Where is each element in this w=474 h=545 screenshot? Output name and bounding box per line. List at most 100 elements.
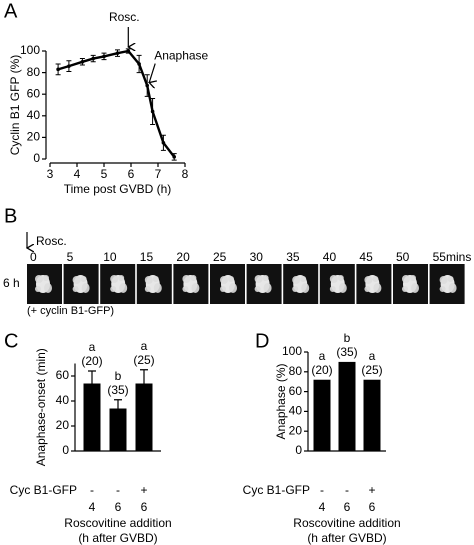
point	[161, 141, 166, 145]
chromosome	[80, 276, 87, 282]
bar	[109, 408, 127, 451]
point	[67, 64, 71, 68]
chromosome	[144, 286, 151, 292]
n-label: (25)	[361, 363, 382, 377]
time-label: 50	[396, 250, 410, 264]
y-tick-label: 0	[62, 443, 69, 457]
x-axis-label: Roscovitine addition	[293, 516, 400, 530]
chromosome	[35, 286, 41, 292]
chromosome	[439, 276, 448, 284]
gfp-label: -	[345, 483, 349, 497]
chromosome	[81, 283, 90, 293]
row-label: Cyc B1-GFP	[243, 483, 310, 497]
chromosome	[364, 276, 373, 284]
time-label: 30	[250, 250, 264, 264]
time-label: 15	[140, 250, 154, 264]
chromosome	[254, 286, 261, 292]
time-label: 25	[213, 250, 227, 264]
chromosome	[110, 275, 119, 283]
error-bar	[114, 399, 122, 409]
chromosome	[254, 275, 263, 283]
y-tick-label: 80	[27, 65, 41, 79]
chromosome	[364, 286, 371, 292]
point	[126, 49, 131, 53]
y-axis-label: Anaphase (%)	[274, 363, 288, 439]
bar	[338, 361, 356, 451]
time-label: 40	[323, 250, 337, 264]
chromosome	[35, 275, 43, 283]
x-tick-label: 7	[155, 167, 162, 181]
panel-letter: D	[255, 330, 269, 352]
x-tick-label: 3	[47, 167, 54, 181]
chromosome	[439, 286, 446, 292]
x-axis-label: Time post GVBD (h)	[64, 182, 172, 196]
significance-label: b	[115, 369, 122, 383]
gfp-label: -	[90, 483, 94, 497]
time-label: 5	[67, 250, 74, 264]
panel-letter: A	[4, 0, 18, 22]
significance-label: a	[319, 349, 326, 363]
gfp-label: +	[140, 483, 147, 497]
n-label: (35)	[336, 345, 357, 359]
x-axis-label: (h after GVBD)	[78, 531, 157, 545]
chromosome	[411, 283, 419, 293]
gfp-label: -	[320, 483, 324, 497]
n-label: (35)	[107, 383, 128, 397]
chromosome	[373, 283, 382, 293]
panel-letter: C	[4, 330, 18, 352]
annotation: Rosc.	[109, 10, 140, 24]
y-tick-label: 40	[56, 393, 70, 407]
point	[56, 67, 60, 72]
time-label: 20	[176, 250, 190, 264]
y-axis-label: Anaphase-onset (min)	[34, 348, 48, 466]
arrow	[149, 63, 155, 83]
chromosome	[338, 283, 347, 293]
chromosome	[182, 286, 189, 292]
bar	[83, 383, 101, 451]
chromosome	[329, 275, 338, 283]
x-tick-label: 6	[369, 500, 376, 514]
point	[80, 60, 85, 64]
chromosome	[119, 283, 128, 293]
y-tick-label: 20	[56, 418, 70, 432]
x-tick-label: 8	[182, 167, 189, 181]
y-tick-label: 20	[27, 130, 41, 144]
chromosome	[190, 275, 197, 281]
point	[102, 54, 106, 59]
error-bar	[140, 369, 148, 384]
chromosome	[72, 286, 79, 292]
chromosome	[228, 276, 234, 282]
y-tick-label: 0	[33, 151, 40, 165]
point	[145, 83, 149, 88]
point	[137, 62, 141, 66]
frames: 0 5 10 15 20 25 30 35 40 45 50 55	[27, 250, 465, 304]
chromosome	[263, 283, 272, 293]
caption: (+ cyclin B1-GFP)	[27, 305, 114, 317]
panel-letter: B	[4, 205, 17, 227]
x-tick-label: 4	[89, 500, 96, 514]
significance-label: a	[89, 340, 96, 354]
chromosome	[410, 275, 416, 281]
chromosome	[110, 286, 117, 292]
y-tick-label: 40	[27, 108, 41, 122]
significance-label: a	[369, 349, 376, 363]
gfp-label: -	[116, 483, 120, 497]
chromosome	[300, 276, 307, 282]
y-tick-label: 100	[282, 344, 302, 358]
chromosome	[448, 283, 457, 293]
error-bar	[88, 370, 96, 384]
chromosome	[43, 275, 49, 281]
y-tick-label: 60	[289, 384, 303, 398]
x-axis-label: (h after GVBD)	[307, 531, 386, 545]
time-label: 35	[286, 250, 300, 264]
chromosome	[144, 276, 153, 284]
time-label: 10	[103, 250, 117, 264]
x-tick-label: 6	[344, 500, 351, 514]
x-axis-label: Roscovitine addition	[64, 516, 171, 530]
y-tick-label: 100	[20, 43, 40, 57]
x-tick-label: 6	[115, 500, 122, 514]
chromosome	[118, 275, 125, 281]
chromosome	[292, 276, 301, 284]
chromosome	[337, 275, 344, 281]
